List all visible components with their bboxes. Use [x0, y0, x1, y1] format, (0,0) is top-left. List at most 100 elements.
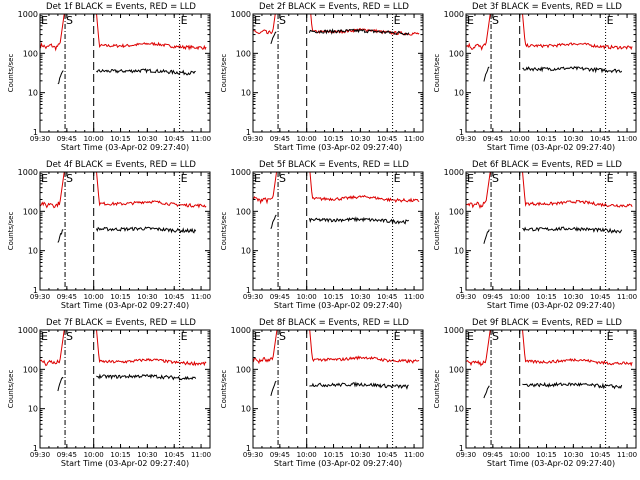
- x-tick-label: 10:30: [137, 293, 157, 301]
- x-tick-label: 10:30: [563, 293, 583, 301]
- events-series-line: [96, 68, 196, 76]
- y-tick-label: 1000: [231, 168, 251, 177]
- y-tick-label: 10: [454, 405, 464, 414]
- y-tick-label: 1: [246, 128, 251, 137]
- y-tick-label: 10: [241, 247, 251, 256]
- plot-frame: [465, 171, 637, 291]
- y-tick-label: 10: [28, 89, 38, 98]
- detector-panel: Det 6f BLACK = Events, RED = LLD E S E 1 10 10…: [433, 160, 637, 310]
- events-series-line: [57, 229, 64, 243]
- x-tick-label: 10:45: [590, 293, 610, 301]
- event-marker-label: S: [66, 14, 73, 27]
- lld-series-line: [253, 172, 420, 205]
- event-marker-label: S: [279, 330, 286, 343]
- panel-title: Det 4f BLACK = Events, RED = LLD: [46, 160, 196, 170]
- x-tick-label: 10:00: [297, 135, 317, 143]
- event-marker-label: E: [41, 14, 48, 27]
- detector-panel: Det 9f BLACK = Events, RED = LLD E S E 1 10 10…: [433, 318, 637, 468]
- x-tick-label: 10:00: [510, 451, 530, 459]
- y-tick-label: 10: [28, 247, 38, 256]
- events-series-line: [483, 385, 490, 399]
- plot-frame: [252, 171, 424, 291]
- event-marker-label: S: [66, 172, 73, 185]
- detector-panel: Det 8f BLACK = Events, RED = LLD E S E 1 10 10…: [220, 318, 424, 468]
- events-series-line: [522, 65, 623, 74]
- x-tick-label: 11:00: [191, 293, 211, 301]
- x-tick-label: 10:15: [110, 293, 130, 301]
- y-tick-label: 1000: [444, 168, 464, 177]
- y-tick-label: 1: [459, 128, 464, 137]
- panel-title: Det 2f BLACK = Events, RED = LLD: [259, 2, 409, 12]
- x-tick-label: 09:45: [483, 451, 503, 459]
- x-tick-label: 09:45: [57, 135, 77, 143]
- events-series-line: [95, 226, 197, 234]
- x-tick-label: 10:45: [164, 451, 184, 459]
- y-tick-label: 1000: [444, 10, 464, 19]
- x-tick-label: 09:30: [30, 293, 50, 301]
- y-axis-label: Counts/sec: [7, 212, 15, 251]
- event-marker-label: E: [394, 330, 401, 343]
- event-marker-label: E: [394, 172, 401, 185]
- detector-panel: Det 7f BLACK = Events, RED = LLD E S E 1 10 10…: [7, 318, 211, 468]
- x-tick-label: 10:00: [510, 293, 530, 301]
- x-tick-label: 09:45: [57, 293, 77, 301]
- x-tick-label: 10:45: [590, 451, 610, 459]
- panel-title: Det 9f BLACK = Events, RED = LLD: [472, 318, 622, 328]
- y-tick-label: 100: [449, 207, 464, 216]
- event-marker-label: E: [467, 330, 474, 343]
- plot-frame: [39, 329, 211, 449]
- x-tick-label: 09:30: [456, 293, 476, 301]
- x-tick-label: 09:45: [483, 135, 503, 143]
- x-tick-label: 09:45: [57, 451, 77, 459]
- events-series-line: [270, 31, 277, 45]
- events-series-line: [522, 381, 623, 390]
- x-axis-label: Start Time (03-Apr-02 09:27:40): [61, 459, 189, 468]
- x-tick-label: 10:15: [323, 451, 343, 459]
- x-tick-label: 10:30: [137, 135, 157, 143]
- x-tick-label: 10:15: [323, 293, 343, 301]
- y-tick-label: 100: [236, 49, 251, 58]
- y-tick-label: 10: [241, 89, 251, 98]
- y-tick-label: 1: [459, 444, 464, 453]
- y-tick-label: 10: [241, 405, 251, 414]
- event-marker-label: E: [181, 14, 188, 27]
- events-series-line: [309, 381, 409, 390]
- x-tick-label: 10:45: [590, 135, 610, 143]
- y-tick-label: 1: [246, 444, 251, 453]
- y-tick-label: 1000: [231, 10, 251, 19]
- lld-series-line: [466, 172, 633, 209]
- x-tick-label: 10:15: [536, 135, 556, 143]
- y-axis-label: Counts/sec: [433, 370, 441, 409]
- panel-title: Det 1f BLACK = Events, RED = LLD: [46, 2, 196, 12]
- x-axis-label: Start Time (03-Apr-02 09:27:40): [274, 459, 402, 468]
- x-tick-label: 11:00: [617, 293, 637, 301]
- y-tick-label: 1000: [444, 326, 464, 335]
- y-tick-label: 1000: [18, 168, 38, 177]
- y-tick-label: 100: [23, 207, 38, 216]
- x-tick-label: 10:30: [350, 451, 370, 459]
- x-axis-label: Start Time (03-Apr-02 09:27:40): [487, 301, 615, 310]
- x-tick-label: 10:30: [563, 135, 583, 143]
- x-tick-label: 10:15: [536, 293, 556, 301]
- event-marker-label: S: [492, 172, 499, 185]
- y-tick-label: 100: [449, 49, 464, 58]
- event-marker-label: E: [181, 330, 188, 343]
- events-series-line: [270, 380, 277, 397]
- y-axis-label: Counts/sec: [220, 212, 228, 251]
- detector-panel: Det 4f BLACK = Events, RED = LLD E S E 1 10 10…: [7, 160, 211, 310]
- events-series-line: [96, 373, 197, 381]
- detector-panel: Det 5f BLACK = Events, RED = LLD E S E 1 10 10…: [220, 160, 424, 310]
- x-tick-label: 10:00: [84, 293, 104, 301]
- y-axis-label: Counts/sec: [7, 370, 15, 409]
- event-marker-label: E: [181, 172, 188, 185]
- events-series-line: [57, 70, 64, 85]
- panel-title: Det 6f BLACK = Events, RED = LLD: [472, 160, 622, 170]
- event-marker-label: E: [607, 14, 614, 27]
- y-tick-label: 1: [33, 286, 38, 295]
- event-marker-label: S: [66, 330, 73, 343]
- y-tick-label: 1000: [18, 326, 38, 335]
- x-axis-label: Start Time (03-Apr-02 09:27:40): [61, 143, 189, 152]
- x-axis-label: Start Time (03-Apr-02 09:27:40): [274, 301, 402, 310]
- y-tick-label: 100: [449, 365, 464, 374]
